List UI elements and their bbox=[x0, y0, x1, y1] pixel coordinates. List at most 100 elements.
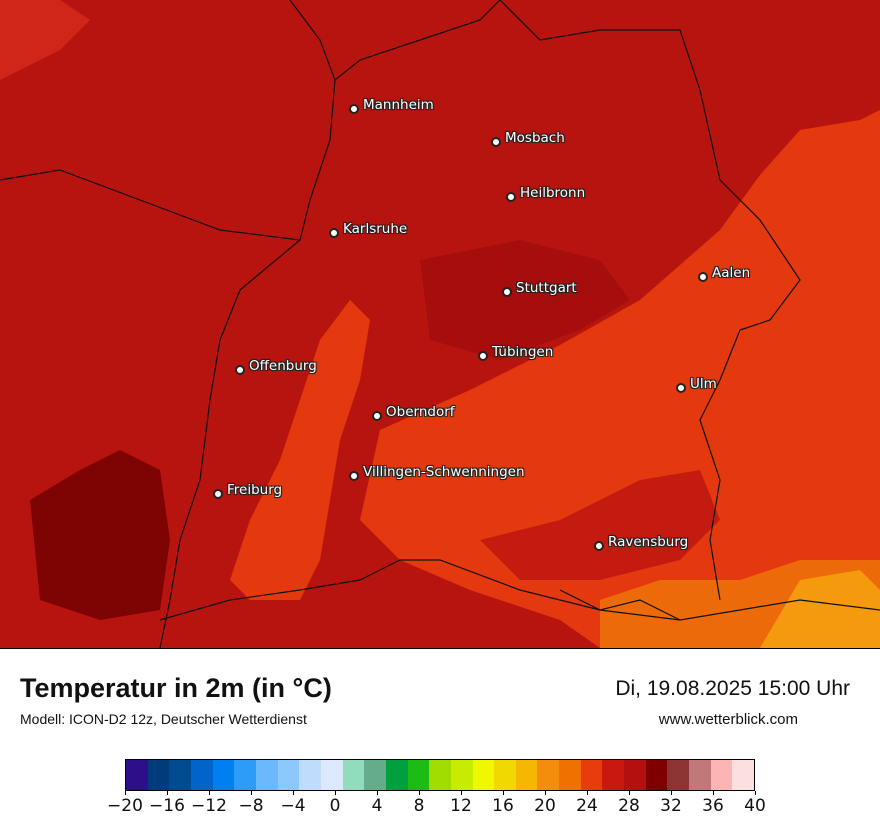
legend-swatch bbox=[450, 760, 473, 790]
cool-zone-bodensee bbox=[480, 470, 720, 580]
legend-swatch bbox=[732, 760, 755, 790]
city-label: Freiburg bbox=[227, 482, 283, 498]
legend-swatch bbox=[602, 760, 625, 790]
legend-swatch bbox=[212, 760, 235, 790]
city-dot-icon bbox=[213, 489, 223, 499]
model-source: Modell: ICON-D2 12z, Deutscher Wetterdie… bbox=[20, 711, 307, 727]
border-swiss bbox=[159, 559, 880, 621]
legend-tick-label: −16 bbox=[149, 796, 185, 816]
legend-tick-label: 8 bbox=[413, 796, 425, 816]
legend-swatch bbox=[385, 760, 408, 790]
legend-tick-label: −4 bbox=[280, 796, 306, 816]
legend-swatch bbox=[537, 760, 560, 790]
legend-tick-label: 40 bbox=[744, 796, 766, 816]
city-label: Heilbronn bbox=[520, 185, 586, 201]
legend-tick-mark bbox=[167, 791, 168, 795]
cool-zone-southwest bbox=[30, 450, 170, 620]
legend-swatch bbox=[234, 760, 256, 790]
legend-swatch bbox=[342, 760, 365, 790]
city-label: Karlsruhe bbox=[343, 221, 408, 237]
legend-tick-mark bbox=[377, 791, 378, 795]
legend-swatch bbox=[559, 760, 581, 790]
legend-tick-mark bbox=[503, 791, 504, 795]
legend-swatch bbox=[472, 760, 495, 790]
border-france bbox=[0, 169, 301, 241]
legend-swatch bbox=[255, 760, 278, 790]
legend-swatch bbox=[299, 760, 321, 790]
temperature-map[interactable]: Mannheim Mosbach Heilbronn Karlsruhe Aal… bbox=[0, 0, 880, 648]
border-rhine bbox=[159, 79, 336, 648]
border-state-east bbox=[499, 0, 801, 601]
city-dot-icon bbox=[235, 365, 245, 375]
city-dot-icon bbox=[502, 287, 512, 297]
warm-zone-black-forest bbox=[230, 300, 370, 600]
city-dot-icon bbox=[372, 411, 382, 421]
city-label: Ulm bbox=[690, 376, 717, 392]
legend-swatch bbox=[580, 760, 603, 790]
hot-spot-east bbox=[760, 570, 880, 648]
city-label: Offenburg bbox=[249, 358, 317, 374]
city-label: Stuttgart bbox=[516, 280, 577, 296]
legend-tick-label: 0 bbox=[329, 796, 341, 816]
legend-tick-mark bbox=[251, 791, 252, 795]
warm-zone-northwest bbox=[0, 0, 90, 80]
city-dot-icon bbox=[676, 383, 686, 393]
legend-swatch bbox=[624, 760, 646, 790]
legend-ticks: −20 −16 −12 −8 −4 0 4 8 12 16 20 24 28 32 36 40 bbox=[107, 791, 766, 821]
legend-swatch bbox=[645, 760, 668, 790]
legend-swatch bbox=[689, 760, 711, 790]
legend-tick-label: −20 bbox=[107, 796, 143, 816]
city-label: Aalen bbox=[712, 265, 751, 281]
city-label: Villingen-Schwenningen bbox=[363, 464, 525, 480]
legend-swatch bbox=[190, 760, 213, 790]
city-dot-icon bbox=[478, 351, 488, 361]
city-dot-icon bbox=[698, 272, 708, 282]
city-dot-icon bbox=[506, 192, 516, 202]
warm-zone-southeast bbox=[360, 110, 880, 648]
website-link[interactable]: www.wetterblick.com bbox=[658, 711, 798, 728]
legend-tick-label: −12 bbox=[191, 796, 227, 816]
cool-zone-central bbox=[420, 240, 630, 360]
city-dot-icon bbox=[594, 541, 604, 551]
legend-tick-label: 16 bbox=[492, 796, 514, 816]
legend-swatch bbox=[667, 760, 690, 790]
legend-swatch bbox=[407, 760, 430, 790]
city-label: Ravensburg bbox=[608, 534, 689, 550]
legend-swatch bbox=[429, 760, 451, 790]
forecast-datetime: Di, 19.08.2025 15:00 Uhr bbox=[615, 677, 850, 700]
legend-tick-mark bbox=[671, 791, 672, 795]
legend-tick-label: 20 bbox=[534, 796, 556, 816]
legend-tick-mark bbox=[629, 791, 630, 795]
temperature-field bbox=[0, 0, 880, 648]
legend-swatch bbox=[277, 760, 300, 790]
city-label: Tübingen bbox=[492, 344, 554, 360]
legend-swatch bbox=[515, 760, 538, 790]
legend-tick-label: −8 bbox=[238, 796, 264, 816]
legend-tick-mark bbox=[335, 791, 336, 795]
border-state-north bbox=[289, 0, 501, 81]
city-label: Mannheim bbox=[363, 97, 434, 113]
legend-tick-mark bbox=[545, 791, 546, 795]
legend-tick-mark bbox=[293, 791, 294, 795]
legend-tick-label: 32 bbox=[660, 796, 682, 816]
legend-tick-label: 4 bbox=[371, 796, 383, 816]
legend-tick-mark bbox=[419, 791, 420, 795]
legend-tick-mark bbox=[209, 791, 210, 795]
map-title: Temperatur in 2m (in °C) bbox=[20, 673, 332, 703]
legend-swatch bbox=[126, 760, 148, 790]
legend-tick-label: 12 bbox=[450, 796, 472, 816]
map-footer: Temperatur in 2m (in °C) Di, 19.08.2025 … bbox=[0, 648, 880, 831]
legend-swatch bbox=[320, 760, 343, 790]
color-legend bbox=[125, 759, 755, 791]
legend-tick-label: 36 bbox=[702, 796, 724, 816]
legend-tick-mark bbox=[713, 791, 714, 795]
legend-tick-mark bbox=[461, 791, 462, 795]
border-lake bbox=[559, 589, 681, 621]
city-dot-icon bbox=[349, 471, 359, 481]
legend-tick-mark bbox=[125, 791, 126, 795]
legend-tick-mark bbox=[755, 791, 756, 795]
legend-tick-label: 24 bbox=[576, 796, 598, 816]
legend-swatch bbox=[494, 760, 516, 790]
legend-swatch bbox=[147, 760, 170, 790]
city-dot-icon bbox=[349, 104, 359, 114]
